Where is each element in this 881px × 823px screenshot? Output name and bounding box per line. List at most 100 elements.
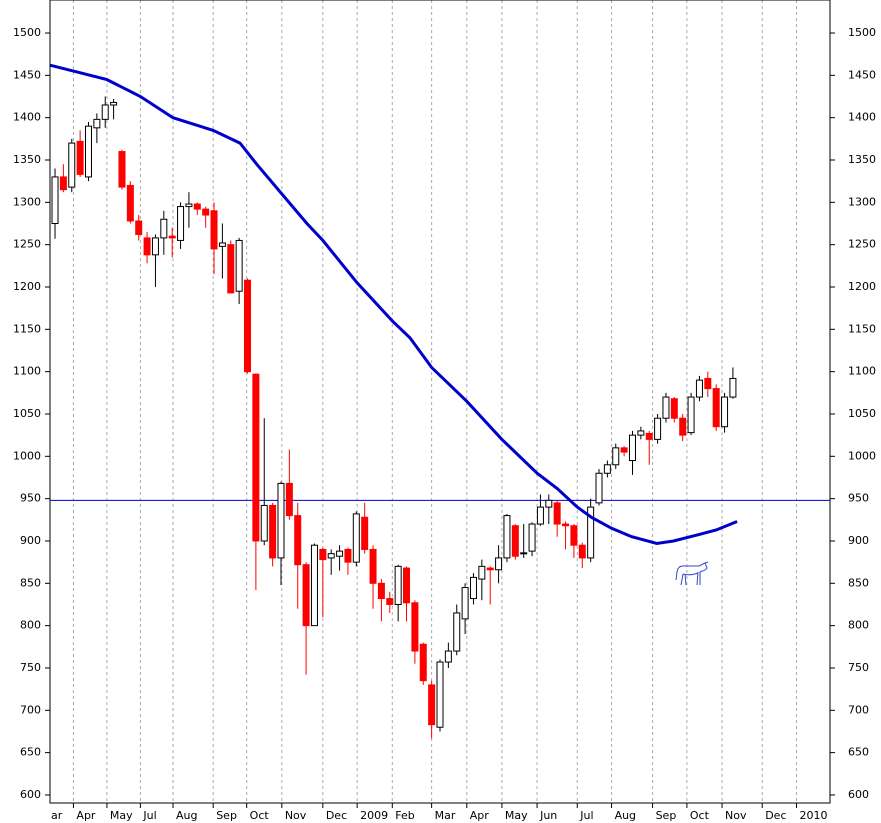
candle-body [654, 417, 662, 440]
moving-average [49, 63, 738, 546]
x-tick-label: 2010 [800, 809, 828, 822]
x-tick-label: 2009 [360, 809, 388, 822]
y2-tick-label: 800 [848, 619, 869, 632]
y-tick-label: 1050 [13, 407, 41, 420]
x-tick-label: Sep [656, 809, 677, 822]
y-tick-label: 1250 [13, 238, 41, 251]
x-tick-label: Mar [435, 809, 456, 822]
candle-body [377, 582, 385, 600]
candle-body [394, 565, 402, 605]
x-tick-label: Nov [285, 809, 307, 822]
candle-body [277, 482, 285, 559]
candle-body [637, 430, 645, 436]
candle-body [721, 396, 729, 428]
candle-body [193, 203, 201, 210]
x-tick-label: Jul [579, 809, 593, 822]
y-tick-label: 800 [20, 619, 41, 632]
candle-body [628, 434, 636, 462]
y2-tick-label: 750 [848, 661, 869, 674]
y-tick-label: 1400 [13, 111, 41, 124]
y2-tick-label: 1200 [848, 280, 876, 293]
candle-body [51, 176, 59, 225]
candle-body [361, 516, 369, 550]
candle-body [269, 504, 277, 559]
candle-body [168, 235, 176, 239]
y2-tick-label: 1100 [848, 365, 876, 378]
plot-frame [49, 0, 831, 804]
candle-body [645, 432, 653, 440]
candle-body [185, 203, 193, 208]
candle-body [478, 565, 486, 580]
bull-icon [675, 561, 709, 586]
candle-body [444, 650, 452, 663]
x-tick-label: Feb [395, 809, 414, 822]
candle-body [536, 506, 544, 525]
candle-body [428, 684, 436, 726]
candle-body [252, 373, 260, 542]
candle-body [110, 101, 118, 106]
y-tick-label: 700 [20, 703, 41, 716]
candle-body [411, 602, 419, 652]
y-tick-label: 650 [20, 746, 41, 759]
x-tick-label: Jun [539, 809, 557, 822]
y-tick-label: 1300 [13, 195, 41, 208]
candle-body [202, 208, 210, 216]
candle-body [453, 612, 461, 652]
candle-body [386, 598, 394, 605]
candle-body [327, 553, 335, 559]
y2-tick-label: 1350 [848, 153, 876, 166]
y2-tick-label: 650 [848, 746, 869, 759]
y2-tick-label: 700 [848, 703, 869, 716]
candle-body [612, 447, 620, 466]
x-tick-label: Jul [142, 809, 156, 822]
candle-body [436, 661, 444, 728]
candle-body [695, 379, 703, 398]
candle-body [687, 396, 695, 434]
x-tick-label: Dec [765, 809, 786, 822]
x-tick-label: Aug [615, 809, 636, 822]
y2-tick-label: 850 [848, 576, 869, 589]
candle-body [336, 550, 344, 557]
candle-body [620, 447, 628, 453]
candle-body [344, 548, 352, 563]
candle-body [227, 244, 235, 294]
candle-body [595, 472, 603, 504]
y2-tick-label: 1000 [848, 449, 876, 462]
y-tick-label: 1100 [13, 365, 41, 378]
y2-tick-label: 1300 [848, 195, 876, 208]
candle-body [177, 206, 185, 241]
candle-body [712, 388, 720, 428]
candle-body [704, 377, 712, 390]
y-tick-label: 600 [20, 788, 41, 801]
candle-body [59, 176, 67, 191]
candle-body [578, 544, 586, 559]
y2-tick-label: 1450 [848, 68, 876, 81]
y-tick-label: 1150 [13, 322, 41, 335]
candle-body [143, 237, 151, 256]
candle-body [603, 464, 611, 474]
candle-body [520, 552, 528, 555]
candle-body [285, 482, 293, 517]
candle-body [662, 396, 670, 419]
y2-tick-label: 1500 [848, 26, 876, 39]
candle-body [319, 548, 327, 561]
candle-body [294, 515, 302, 566]
y2-tick-label: 900 [848, 534, 869, 547]
candle-body [151, 237, 159, 256]
candle-body [84, 125, 92, 178]
y-tick-label: 900 [20, 534, 41, 547]
x-tick-label: Apr [76, 809, 96, 822]
candle-body [135, 220, 143, 236]
x-tick-label: Sep [216, 809, 237, 822]
y-tick-label: 1000 [13, 449, 41, 462]
candle-body [352, 513, 360, 563]
candle-body [260, 504, 268, 542]
x-tick-label: May [110, 809, 133, 822]
y2-tick-label: 1400 [848, 111, 876, 124]
x-tick-label: May [505, 809, 528, 822]
x-tick-label: Nov [725, 809, 747, 822]
candle-body [545, 499, 553, 508]
candle-body [235, 239, 243, 292]
candle-body [461, 587, 469, 620]
